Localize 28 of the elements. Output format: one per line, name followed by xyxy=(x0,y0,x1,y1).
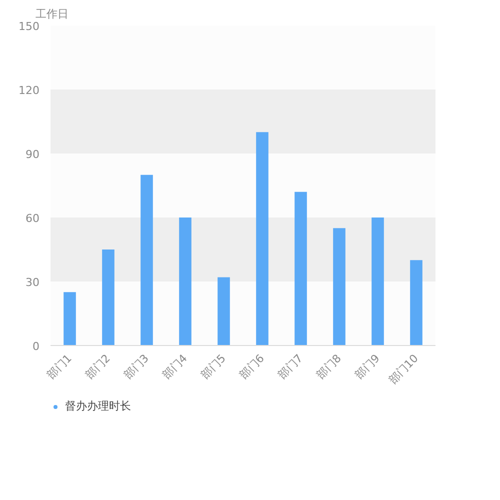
bar xyxy=(218,277,230,346)
bar xyxy=(102,250,114,346)
bar xyxy=(294,192,307,346)
x-tick-label: 部门9 xyxy=(352,352,382,382)
x-tick-label: 部门8 xyxy=(314,352,344,382)
y-tick-label: 90 xyxy=(26,148,40,161)
y-tick-label: 120 xyxy=(18,84,40,97)
y-tick-label: 150 xyxy=(18,20,40,33)
x-tick-label: 部门6 xyxy=(237,352,267,382)
x-tick-label: 部门5 xyxy=(198,352,228,382)
bar xyxy=(410,260,422,346)
x-tick-label: 部门2 xyxy=(83,352,113,382)
y-axis-title: 工作日 xyxy=(36,8,68,20)
y-tick-label: 30 xyxy=(26,276,40,289)
bar xyxy=(256,132,268,346)
legend-label: 督办办理时长 xyxy=(65,398,131,414)
x-tick-label: 部门4 xyxy=(160,352,190,382)
x-tick-label: 部门7 xyxy=(276,352,306,382)
y-tick-label: 60 xyxy=(26,212,40,225)
y-tick-label: 0 xyxy=(32,340,40,353)
bar xyxy=(333,228,346,346)
x-tick-label: 部门3 xyxy=(122,352,152,382)
bar xyxy=(64,292,76,346)
bar xyxy=(372,218,384,346)
bar xyxy=(179,218,192,346)
x-tick-label: 部门1 xyxy=(44,352,74,382)
bar xyxy=(140,174,153,346)
x-tick-label: 部门10 xyxy=(386,352,421,387)
